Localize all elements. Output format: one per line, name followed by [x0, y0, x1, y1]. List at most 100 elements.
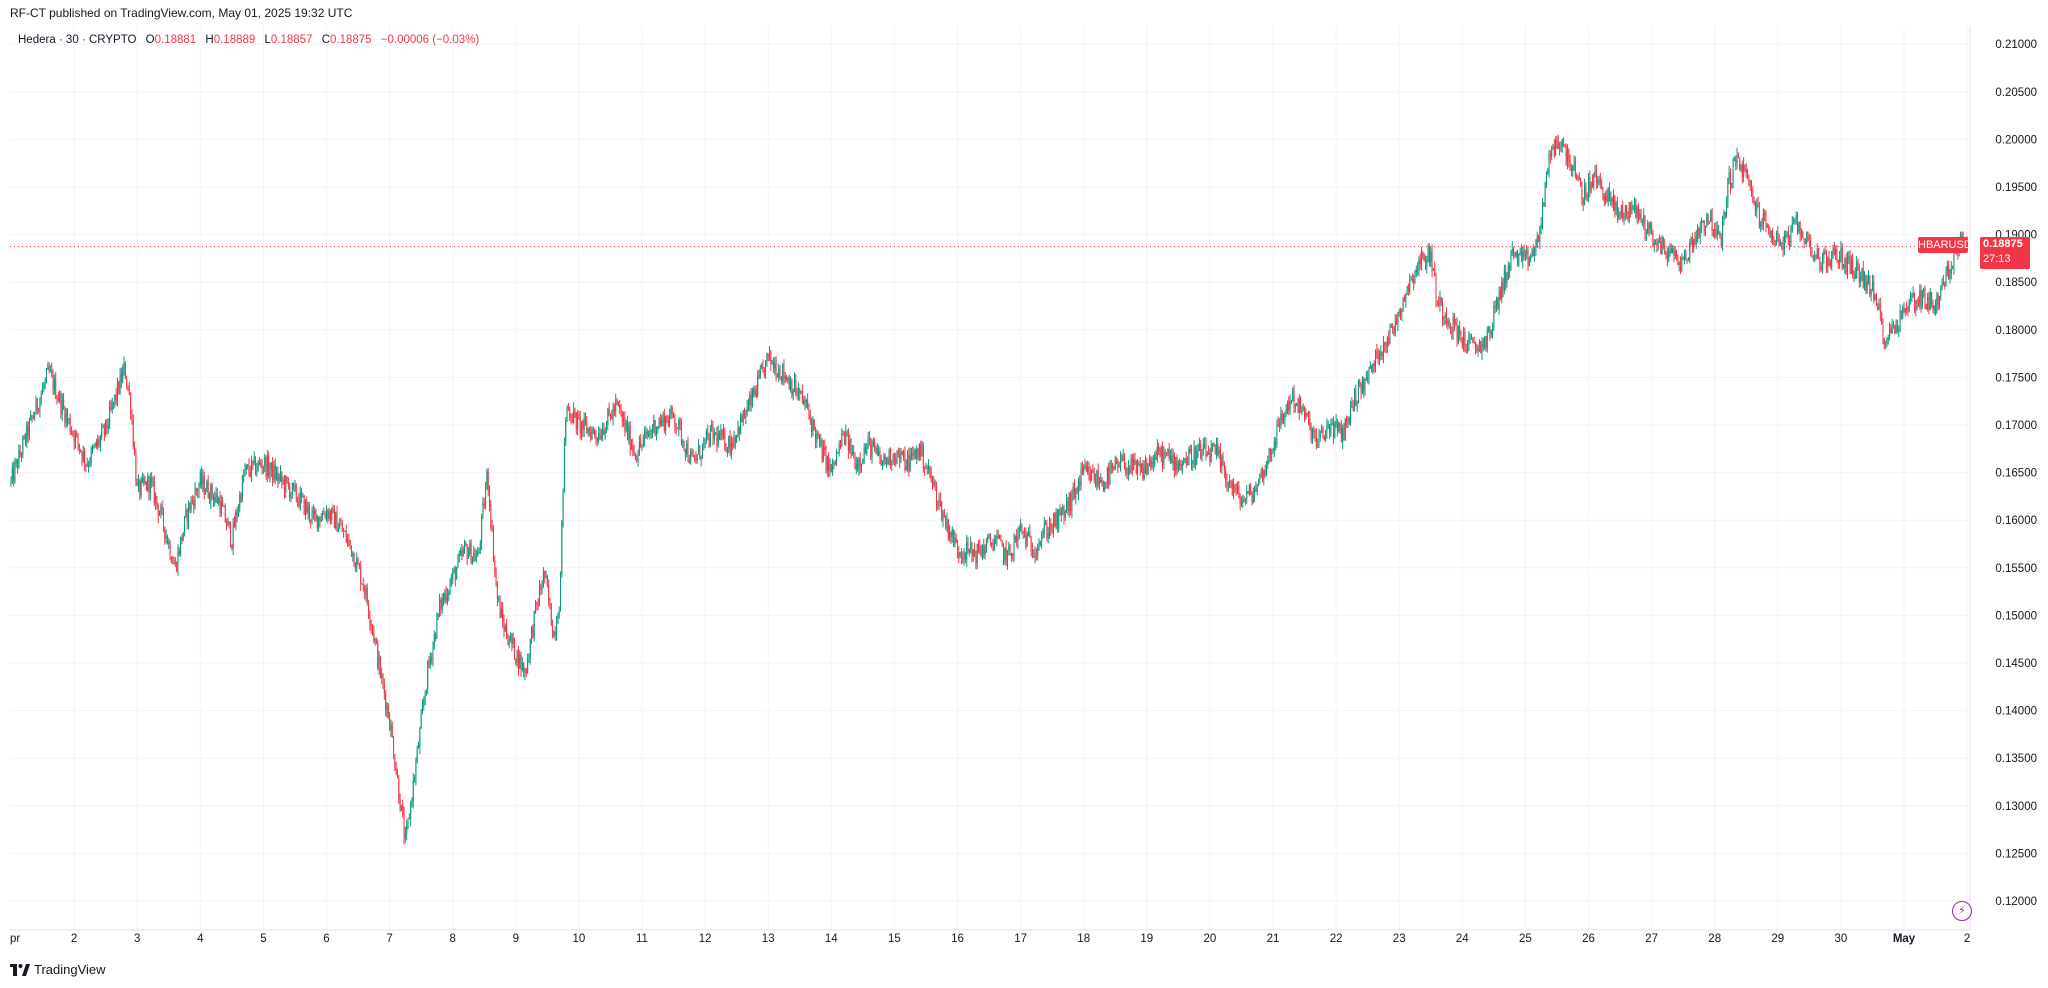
candle-down: [1662, 237, 1664, 246]
candle-up: [951, 529, 953, 537]
candle-down: [725, 449, 727, 452]
y-tick-label: 0.13500: [1995, 753, 2037, 765]
candle-down: [1434, 269, 1436, 276]
candle-down: [1171, 455, 1173, 464]
candle-up: [1394, 320, 1396, 334]
candle-up: [1624, 206, 1626, 214]
legend-close-label: C: [321, 34, 330, 46]
candle-down: [1931, 292, 1933, 304]
candle-down: [868, 437, 870, 439]
candle-down: [1599, 179, 1601, 184]
candle-up: [665, 416, 667, 431]
candle-up: [1693, 239, 1695, 249]
candle-up: [386, 705, 388, 711]
candle-up: [1100, 479, 1102, 483]
candle-up: [1593, 175, 1595, 186]
y-tick-label: 0.17000: [1995, 420, 2037, 432]
candle-down: [1482, 344, 1484, 347]
candle-up: [1861, 268, 1863, 279]
candle-up: [390, 724, 392, 730]
candle-up: [529, 639, 531, 658]
candle-up: [97, 439, 99, 447]
candle-down: [569, 409, 571, 418]
candle-up: [1860, 278, 1862, 283]
candle-up: [878, 451, 880, 455]
candle-up: [976, 543, 978, 564]
candle-up: [602, 429, 604, 436]
candle-up: [1167, 449, 1169, 453]
candle-up: [1237, 486, 1239, 491]
candle-down: [1476, 348, 1478, 351]
candle-up: [1498, 289, 1500, 308]
x-tick-label: pr: [10, 933, 20, 945]
candle-up: [1723, 211, 1725, 220]
legend-high-value: 0.18889: [213, 34, 256, 46]
candle-down: [594, 429, 596, 436]
candle-up: [1697, 228, 1699, 237]
candle-up: [1386, 337, 1388, 347]
candle-down: [1543, 203, 1545, 207]
candle-up: [1904, 308, 1906, 313]
candle-up: [504, 626, 506, 632]
candle-down: [821, 440, 823, 461]
candle-up: [985, 540, 987, 549]
candle-down: [1050, 522, 1052, 530]
candle-up: [1902, 308, 1904, 319]
candle-up: [928, 466, 930, 470]
candle-down: [997, 535, 999, 539]
candle-up: [273, 465, 275, 481]
candle-up: [1240, 503, 1242, 505]
candle-down: [1067, 500, 1069, 512]
candle-up: [562, 488, 564, 521]
candle-down: [1025, 533, 1027, 547]
candle-up: [678, 419, 680, 430]
candle-up: [1188, 449, 1190, 465]
candle-down: [980, 552, 982, 557]
candle-down: [1131, 458, 1133, 471]
candle-down: [1101, 479, 1103, 486]
candle-up: [475, 556, 477, 561]
candle-down: [408, 818, 410, 820]
candle-down: [1773, 237, 1775, 241]
candle-up: [1911, 296, 1913, 298]
candle-up: [592, 429, 594, 431]
lightning-icon[interactable]: ⚡: [1952, 901, 1972, 921]
candle-down: [815, 429, 817, 443]
candle-down: [85, 464, 87, 466]
candle-down: [1563, 139, 1565, 145]
candle-down: [809, 415, 811, 419]
tradingview-logo[interactable]: TradingView: [10, 962, 106, 977]
candle-down: [1892, 325, 1894, 327]
x-tick-label: 21: [1267, 933, 1280, 945]
y-tick-label: 0.20000: [1995, 134, 2037, 146]
candle-down: [80, 449, 82, 452]
candle-up: [774, 363, 776, 369]
candle-down: [924, 467, 926, 469]
candle-down: [1707, 214, 1709, 222]
candle-down: [1961, 232, 1963, 239]
candle-up: [1375, 350, 1377, 367]
candle-up: [185, 509, 187, 517]
candle-up: [1868, 275, 1870, 281]
candle-down: [857, 463, 859, 470]
x-tick-label: 28: [1708, 933, 1721, 945]
candle-down: [634, 452, 636, 458]
candle-down: [226, 521, 228, 527]
candle-up: [1022, 531, 1024, 533]
candle-up: [90, 448, 92, 463]
candle-down: [1877, 305, 1879, 310]
candle-up: [18, 450, 20, 468]
candle-down: [17, 460, 19, 468]
candle-up: [311, 512, 313, 522]
candle-down: [77, 434, 79, 444]
candle-down: [466, 545, 468, 559]
candle-down: [929, 466, 931, 474]
candle-down: [487, 471, 489, 491]
candle-down: [201, 472, 203, 485]
candle-down: [1595, 170, 1597, 183]
candle-up: [1402, 297, 1404, 310]
candle-up: [1104, 482, 1106, 490]
candle-up: [888, 449, 890, 465]
candle-down: [1637, 206, 1639, 219]
